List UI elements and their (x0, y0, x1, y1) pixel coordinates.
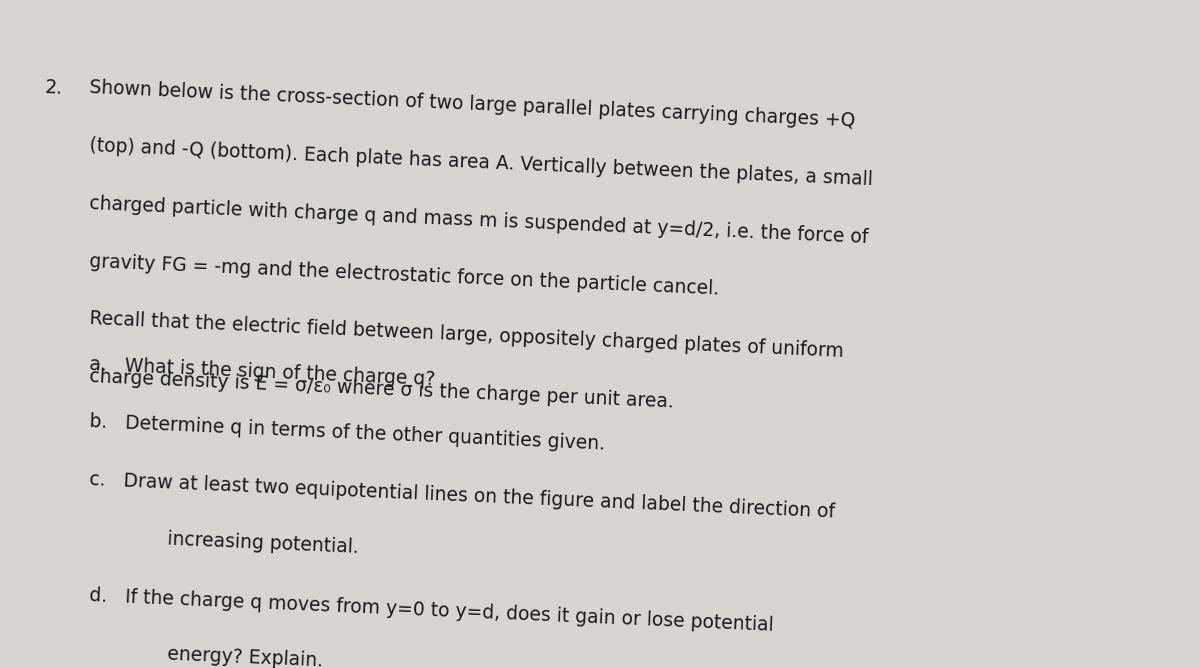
Text: Recall that the electric field between large, oppositely charged plates of unifo: Recall that the electric field between l… (89, 309, 845, 361)
Text: gravity FG = -mg and the electrostatic force on the particle cancel.: gravity FG = -mg and the electrostatic f… (89, 252, 720, 298)
Text: d.   If the charge q moves from y=0 to y=d, does it gain or lose potential: d. If the charge q moves from y=0 to y=d… (89, 586, 774, 635)
Text: charge density is E = σ/ε₀ where σ is the charge per unit area.: charge density is E = σ/ε₀ where σ is th… (89, 367, 674, 411)
Text: Shown below is the cross-section of two large parallel plates carrying charges +: Shown below is the cross-section of two … (89, 78, 856, 131)
Text: c.   Draw at least two equipotential lines on the figure and label the direction: c. Draw at least two equipotential lines… (89, 470, 835, 522)
Text: charged particle with charge q and mass m is suspended at y=d/2, i.e. the force : charged particle with charge q and mass … (89, 194, 869, 247)
Text: increasing potential.: increasing potential. (131, 528, 359, 557)
Text: (top) and -Q (bottom). Each plate has area A. Vertically between the plates, a s: (top) and -Q (bottom). Each plate has ar… (89, 136, 874, 190)
Text: energy? Explain.: energy? Explain. (131, 643, 324, 668)
Text: a.   What is the sign of the charge q?: a. What is the sign of the charge q? (89, 355, 436, 389)
Text: b.   Determine q in terms of the other quantities given.: b. Determine q in terms of the other qua… (89, 412, 606, 454)
Text: 2.: 2. (44, 78, 64, 98)
